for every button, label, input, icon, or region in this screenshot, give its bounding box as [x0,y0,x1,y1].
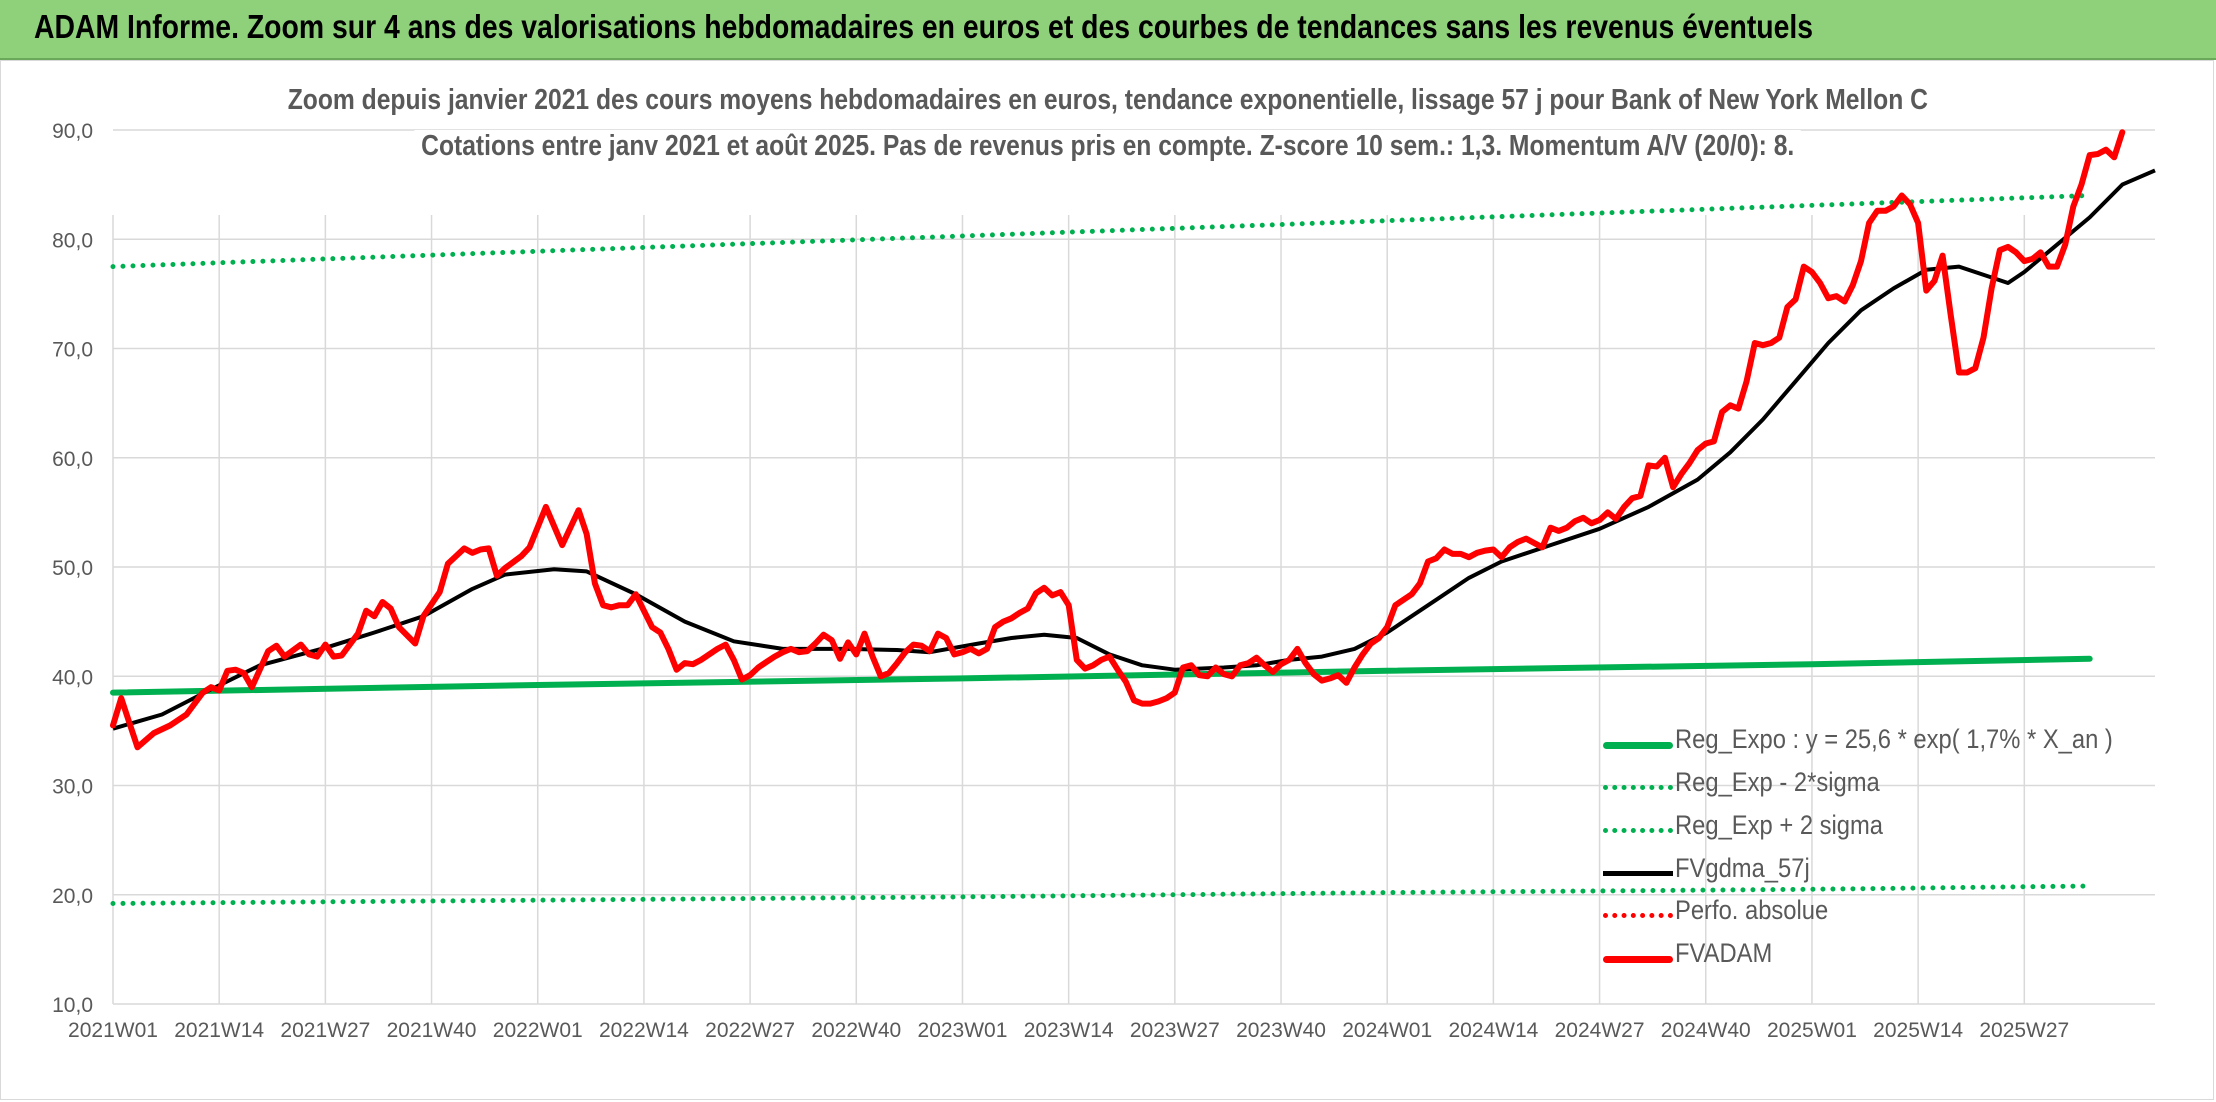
report-header: ADAM Informe. Zoom sur 4 ans des valoris… [0,0,2216,60]
legend-label: FVgdma_57j [1675,853,1810,883]
legend-label: Reg_Exp + 2 sigma [1675,810,1884,840]
legend-label: Perfo. absolue [1675,895,1829,925]
x-tick-label: 2024W01 [1342,1019,1432,1042]
y-tick-label: 70,0 [52,339,93,362]
chart-frame [0,60,2214,1100]
grid-lines [112,129,2155,1005]
legend-swatch [1603,828,1673,833]
legend-swatch [1603,956,1673,963]
y-tick-label: 60,0 [52,448,93,471]
y-tick-label: 20,0 [52,885,93,908]
y-tick-label: 50,0 [52,557,93,580]
series-line-fvadam [110,129,2126,751]
x-tick-label: 2021W14 [174,1019,264,1042]
chart-series [110,129,2156,906]
x-tick-label: 2025W01 [1767,1019,1857,1042]
x-tick-label: 2024W14 [1448,1019,1538,1042]
y-tick-label: 30,0 [52,776,93,799]
legend-swatch [1603,913,1673,918]
x-tick-label: 2024W27 [1555,1019,1645,1042]
x-tick-label: 2022W14 [599,1019,689,1042]
x-tick-label: 2023W27 [1130,1019,1220,1042]
legend-label: Reg_Expo : y = 25,6 * exp( 1,7% * X_an ) [1675,724,2113,754]
chart-subtitle: Cotations entre janv 2021 et août 2025. … [0,130,2216,163]
x-tick-label: 2022W40 [811,1019,901,1042]
series-line-reg-exp-2-sigma [110,193,2093,270]
series-line-fvgdma-57j [112,168,2156,731]
x-axis-tick-labels: 2021W01 2021W14 2021W27 2021W40 2022W01 2022W… [68,1019,2069,1042]
series-line-reg-expo-y-25-6-exp-1-7-x-an [110,655,2093,696]
report-title: ADAM Informe. Zoom sur 4 ans des valoris… [34,8,1814,45]
legend-label: FVADAM [1675,938,1773,968]
series-line-reg-exp-2-sigma [110,883,2093,906]
y-tick-label: 10,0 [52,994,93,1017]
y-tick-label: 40,0 [52,666,93,689]
x-tick-label: 2023W40 [1236,1019,1326,1042]
x-tick-label: 2023W01 [918,1019,1008,1042]
x-tick-label: 2025W27 [1979,1019,2069,1042]
legend-swatch [1603,785,1673,790]
x-tick-label: 2021W27 [280,1019,370,1042]
chart-title: Zoom depuis janvier 2021 des cours moyen… [0,84,2216,117]
legend-swatch [1603,871,1673,876]
legend-swatch [1603,742,1673,749]
y-tick-label: 80,0 [52,229,93,252]
x-tick-label: 2022W27 [705,1019,795,1042]
x-tick-label: 2021W01 [68,1019,158,1042]
legend-label: Reg_Exp - 2*sigma [1675,767,1880,797]
x-tick-label: 2024W40 [1661,1019,1751,1042]
x-tick-label: 2021W40 [387,1019,477,1042]
x-tick-label: 2022W01 [493,1019,583,1042]
x-tick-label: 2025W14 [1873,1019,1963,1042]
y-axis-tick-labels: 10,0 20,0 30,0 40,0 50,0 60,0 70,0 80,0 90,0 [52,120,93,1017]
x-tick-label: 2023W14 [1024,1019,1114,1042]
y-tick-label: 90,0 [52,120,93,143]
